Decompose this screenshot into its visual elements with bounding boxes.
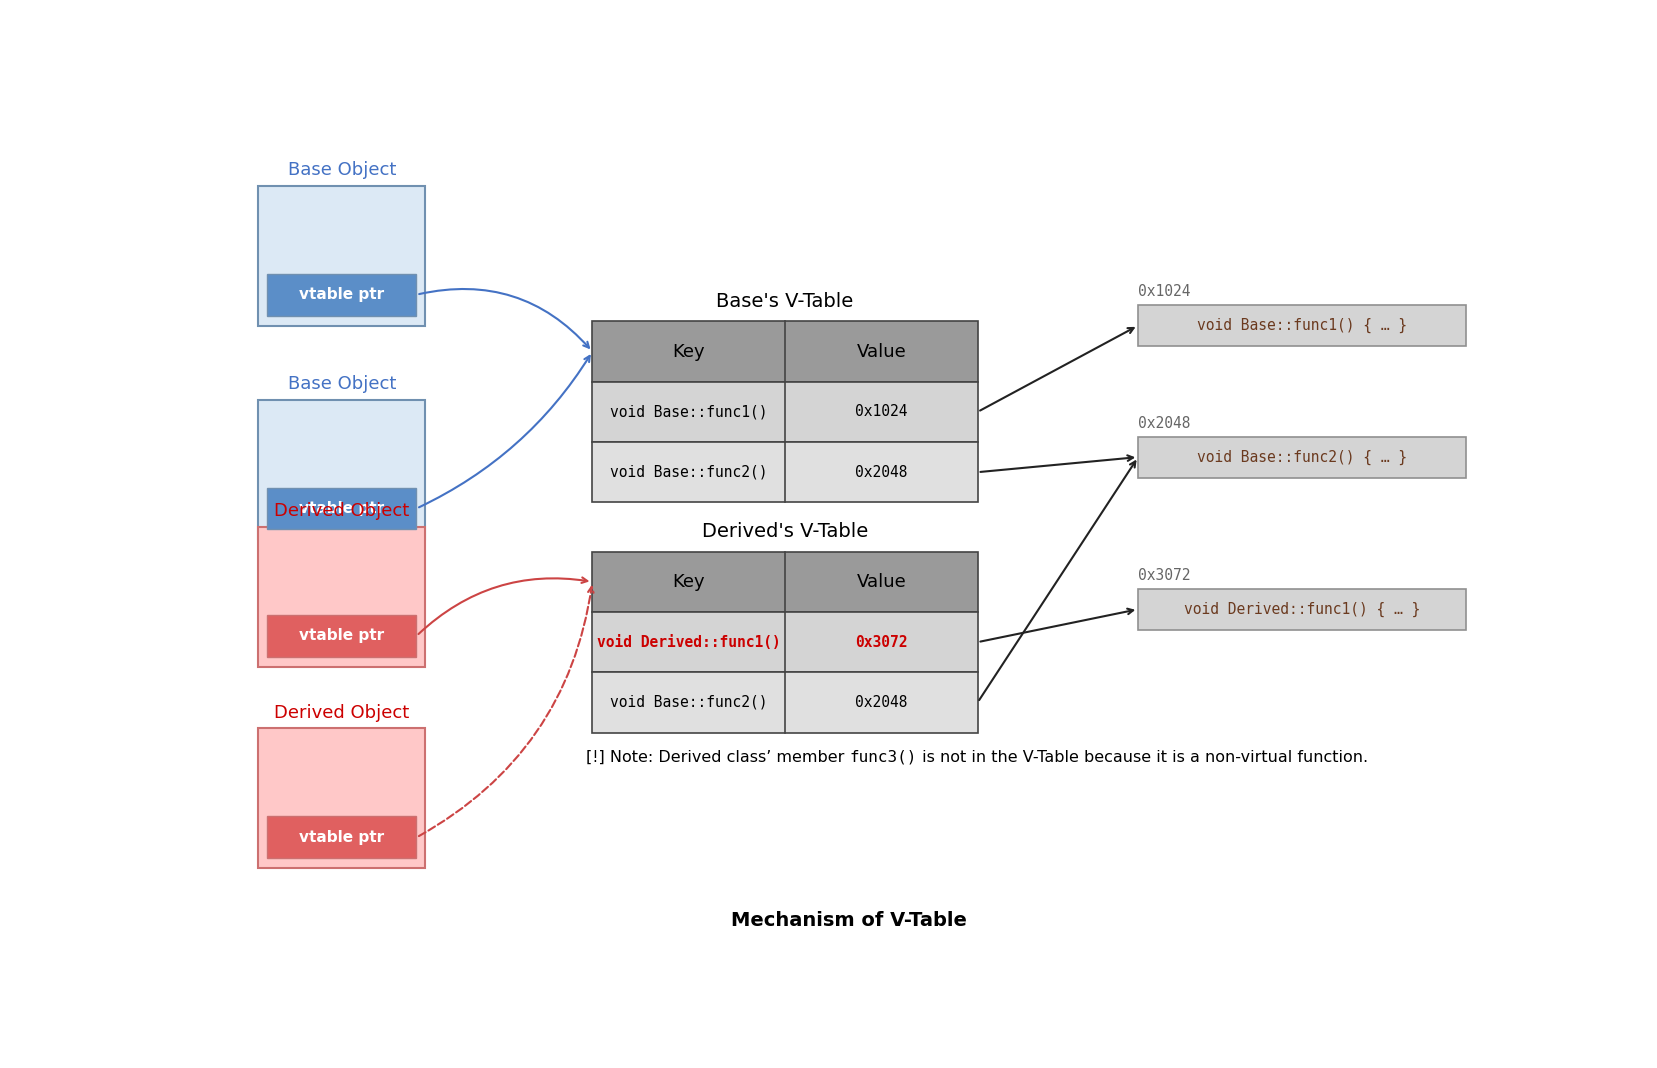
Text: Mechanism of V-Table: Mechanism of V-Table <box>731 911 968 930</box>
Text: func3(): func3() <box>850 750 916 765</box>
FancyBboxPatch shape <box>593 672 978 733</box>
FancyBboxPatch shape <box>593 442 978 502</box>
FancyBboxPatch shape <box>593 381 978 442</box>
Text: void Derived::func1() { … }: void Derived::func1() { … } <box>1183 601 1420 617</box>
Text: Key: Key <box>673 572 704 591</box>
Text: Derived Object: Derived Object <box>275 704 409 722</box>
Text: void Base::func1() { … }: void Base::func1() { … } <box>1196 318 1407 333</box>
Text: 0x3072: 0x3072 <box>1138 568 1191 583</box>
Text: Base Object: Base Object <box>288 161 396 179</box>
Text: Base's V-Table: Base's V-Table <box>716 292 853 311</box>
Text: vtable ptr: vtable ptr <box>300 501 384 516</box>
FancyBboxPatch shape <box>593 321 978 381</box>
FancyBboxPatch shape <box>267 816 416 859</box>
FancyBboxPatch shape <box>258 399 426 539</box>
Text: vtable ptr: vtable ptr <box>300 628 384 643</box>
Text: 0x1024: 0x1024 <box>855 405 908 420</box>
Text: 0x2048: 0x2048 <box>855 465 908 480</box>
FancyBboxPatch shape <box>1138 437 1465 477</box>
Text: Value: Value <box>857 572 906 591</box>
Text: void Base::func1(): void Base::func1() <box>610 405 767 420</box>
FancyBboxPatch shape <box>267 487 416 530</box>
FancyBboxPatch shape <box>258 186 426 326</box>
Text: Derived's V-Table: Derived's V-Table <box>703 522 868 541</box>
FancyBboxPatch shape <box>593 612 978 672</box>
Text: 0x2048: 0x2048 <box>1138 415 1191 430</box>
Text: void Derived::func1(): void Derived::func1() <box>597 634 780 649</box>
Text: void Base::func2(): void Base::func2() <box>610 465 767 480</box>
FancyBboxPatch shape <box>258 527 426 666</box>
Text: Value: Value <box>857 343 906 361</box>
FancyBboxPatch shape <box>1138 305 1465 346</box>
FancyBboxPatch shape <box>267 273 416 316</box>
Text: Key: Key <box>673 343 704 361</box>
Text: void Base::func2() { … }: void Base::func2() { … } <box>1196 450 1407 465</box>
Text: vtable ptr: vtable ptr <box>300 287 384 302</box>
FancyBboxPatch shape <box>593 552 978 612</box>
Text: 0x2048: 0x2048 <box>855 695 908 710</box>
Text: [!] Note: Derived class’ member: [!] Note: Derived class’ member <box>587 750 850 765</box>
Text: Derived Object: Derived Object <box>275 502 409 520</box>
Text: is not in the V-Table because it is a non-virtual function.: is not in the V-Table because it is a no… <box>916 750 1369 765</box>
Text: Base Object: Base Object <box>288 375 396 393</box>
Text: void Base::func2(): void Base::func2() <box>610 695 767 710</box>
FancyBboxPatch shape <box>258 728 426 868</box>
Text: 0x1024: 0x1024 <box>1138 284 1191 299</box>
FancyBboxPatch shape <box>267 615 416 657</box>
Text: 0x3072: 0x3072 <box>855 634 908 649</box>
Text: vtable ptr: vtable ptr <box>300 830 384 845</box>
FancyBboxPatch shape <box>1138 588 1465 630</box>
